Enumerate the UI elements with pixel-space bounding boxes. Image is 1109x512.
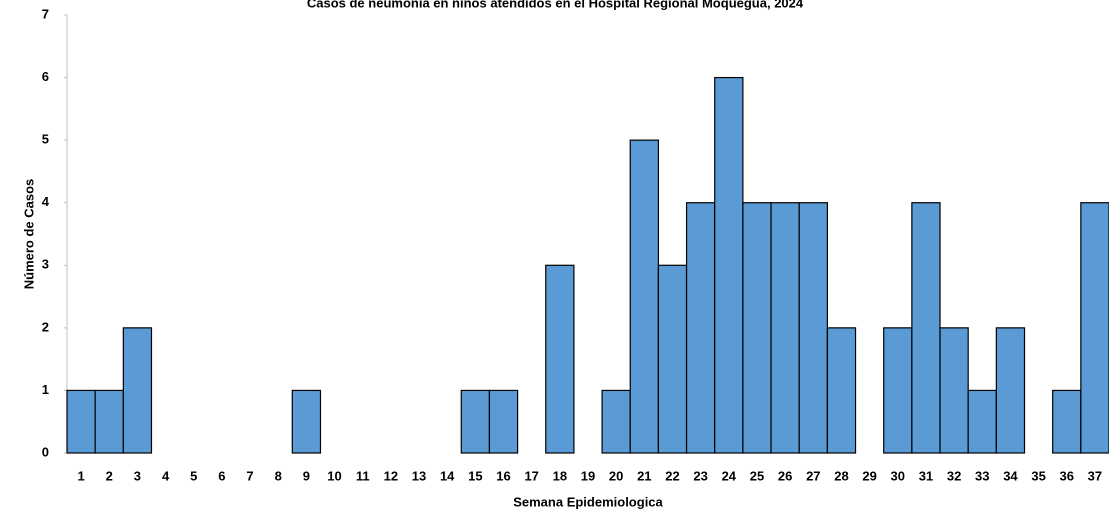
bar [94,389,124,454]
x-tick-label: 5 [190,468,197,483]
bar [66,389,96,454]
y-tick-label: 1 [42,382,49,397]
bar [629,139,660,454]
x-tick-label: 14 [440,468,455,483]
bar [657,264,688,454]
x-tick-label: 18 [553,468,567,483]
x-tick-label: 6 [218,468,225,483]
y-tick-label: 3 [42,257,49,272]
x-tick-label: 13 [412,468,426,483]
x-tick-label: 37 [1088,468,1102,483]
y-axis-label: Número de Casos [21,179,36,290]
bar [488,389,519,454]
x-tick-label: 2 [106,468,113,483]
y-tick-label: 6 [42,69,49,84]
x-tick-label: 9 [303,468,310,483]
x-tick-label: 1 [77,468,84,483]
bar [122,327,153,454]
bar [742,202,772,454]
x-tick-label: 24 [722,468,737,483]
x-tick-label: 27 [806,468,820,483]
chart-title: Casos de neumonía en niños atendidos en … [307,0,804,10]
x-tick-label: 23 [693,468,707,483]
bar [770,202,800,454]
x-tick-label: 3 [134,468,141,483]
x-tick-label: 36 [1060,468,1074,483]
x-tick-label: 31 [919,468,933,483]
bar [826,327,857,454]
bar [995,327,1026,454]
x-tick-label: 20 [609,468,623,483]
bar [798,202,828,454]
bar [545,264,575,454]
x-tick-label: 30 [891,468,905,483]
x-tick-label: 21 [637,468,651,483]
x-tick-label: 10 [327,468,341,483]
y-tick-label: 4 [42,194,50,209]
y-tick-label: 0 [42,444,49,459]
bar [714,76,744,454]
bar [1052,389,1082,454]
x-tick-label: 25 [750,468,764,483]
x-tick-label: 12 [384,468,398,483]
bar [685,202,716,454]
x-tick-label: 15 [468,468,482,483]
x-tick-label: 19 [581,468,595,483]
x-tick-label: 16 [496,468,510,483]
bar [291,389,322,454]
x-tick-label: 29 [862,468,876,483]
bar [460,389,491,454]
x-tick-label: 17 [524,468,538,483]
x-tick-label: 32 [947,468,961,483]
x-tick-label: 11 [356,468,370,483]
x-tick-label: 35 [1031,468,1045,483]
x-tick-label: 8 [275,468,282,483]
x-tick-label: 34 [1003,468,1018,483]
x-tick-label: 4 [162,468,170,483]
y-tick-label: 7 [42,6,49,21]
x-tick-label: 7 [246,468,253,483]
bar [939,327,969,454]
y-tick-label: 5 [42,132,49,147]
x-tick-label: 33 [975,468,989,483]
y-tick-label: 2 [42,319,49,334]
x-tick-label: 26 [778,468,792,483]
bar [1080,202,1109,454]
x-tick-label: 22 [665,468,679,483]
bar [967,389,997,454]
bar [601,389,631,454]
bar [883,327,913,454]
x-tick-label: 28 [834,468,848,483]
x-axis-label: Semana Epidemiologica [513,494,663,509]
bar [911,202,941,454]
